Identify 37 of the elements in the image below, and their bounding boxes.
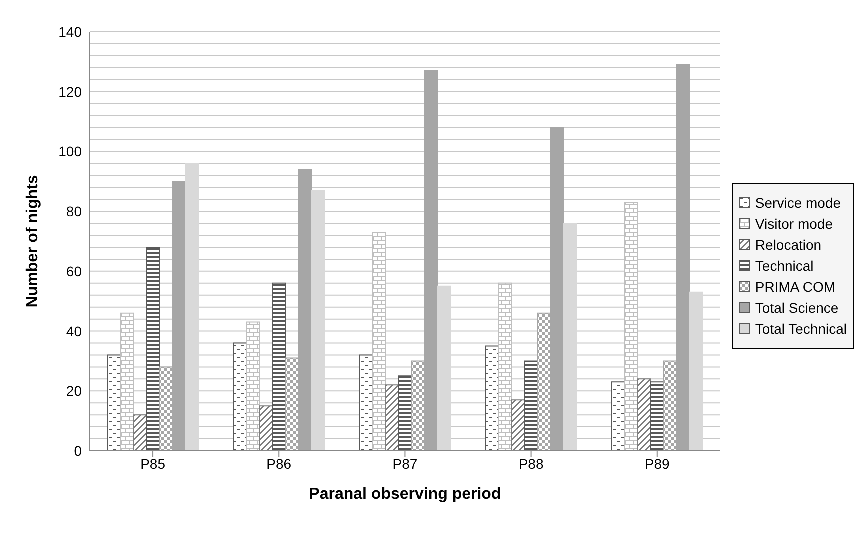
- x-tick-label: P89: [644, 456, 670, 472]
- legend-label: Relocation: [755, 236, 822, 252]
- y-tick-label: 120: [58, 84, 82, 100]
- legend-label: PRIMA COM: [755, 278, 836, 294]
- bar: [689, 292, 704, 451]
- legend-label: Service mode: [755, 194, 842, 210]
- bar: [272, 282, 286, 451]
- legend-label: Total Technical: [755, 320, 847, 336]
- legend-label: Visitor mode: [755, 216, 833, 232]
- bar: [107, 354, 122, 451]
- bar: [311, 190, 326, 451]
- y-axis-title: Number of nights: [24, 175, 42, 308]
- bar: [359, 354, 374, 451]
- legend-label: Total Science: [755, 300, 839, 316]
- bar: [437, 286, 452, 451]
- legend-label: Technical: [755, 258, 814, 274]
- x-tick-label: P86: [266, 456, 292, 472]
- y-tick-label: 40: [66, 323, 82, 340]
- y-tick-label: 140: [58, 24, 82, 40]
- y-tick-label: 0: [74, 442, 82, 459]
- x-tick-label: P87: [392, 456, 418, 472]
- bar: [233, 342, 248, 451]
- y-tick-label: 60: [66, 263, 82, 280]
- bar: [524, 360, 538, 451]
- bar: [563, 223, 578, 451]
- y-tick-label: 100: [58, 144, 82, 160]
- bar: [485, 346, 500, 451]
- y-tick-label: 80: [66, 204, 82, 220]
- y-tick-label: 20: [66, 383, 82, 400]
- bar: [650, 382, 664, 451]
- bar: [611, 382, 626, 451]
- x-tick-label: P85: [140, 456, 166, 472]
- bar: [185, 163, 200, 451]
- x-tick-label: P88: [518, 456, 544, 472]
- bar: [146, 246, 160, 451]
- x-axis-title: Paranal observing period: [309, 486, 502, 503]
- bar: [398, 376, 412, 451]
